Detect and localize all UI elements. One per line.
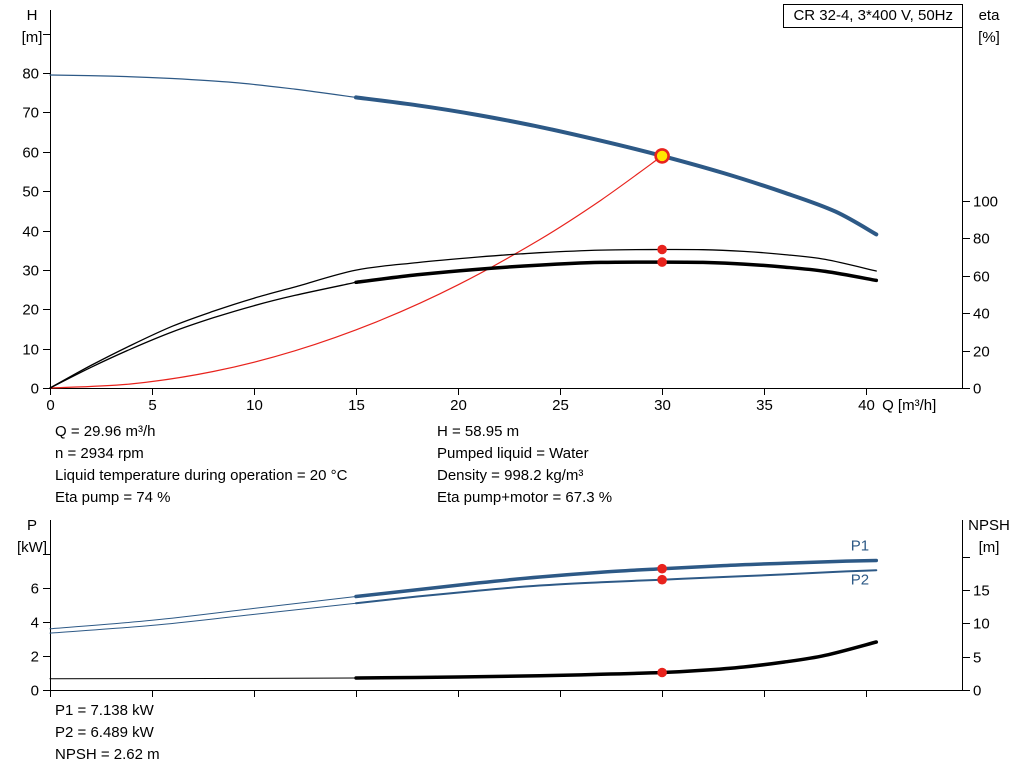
y-tick-label: 6	[31, 581, 39, 598]
info-line-npsh: NPSH = 2.62 m	[55, 746, 160, 763]
right-axis-label: NPSH	[968, 517, 1010, 534]
power-npsh-chart-axes	[50, 520, 963, 691]
x-tick-label: 5	[148, 397, 156, 414]
p2-curve-label: P2	[851, 572, 869, 589]
x-tick-label: 10	[246, 397, 263, 414]
info-line-p1: P1 = 7.138 kW	[55, 702, 154, 719]
info-line-p2: P2 = 6.489 kW	[55, 724, 154, 741]
power-npsh-chart: 0 2 4 6 P [kW] 0 5 10 15 NPSH [m] P1 P2	[17, 517, 1010, 700]
p2-point	[657, 574, 667, 585]
y-tick-label: 50	[22, 184, 39, 201]
y-tick-label: 2	[31, 649, 39, 666]
power-npsh-info: P1 = 7.138 kW P2 = 6.489 kW NPSH = 2.62 …	[55, 700, 160, 766]
info-line-eta-pump-motor: Eta pump+motor = 67.3 %	[437, 489, 613, 506]
p2-curve	[355, 569, 878, 605]
npsh-curve-low-flow	[49, 677, 357, 680]
x-tick-label: 15	[348, 397, 365, 414]
power-npsh-chart-x-ticks	[50, 690, 867, 697]
info-line-head: H = 58.95 m	[437, 423, 520, 440]
y-tick-label: 60	[22, 145, 39, 162]
y-tick-label: 40	[22, 224, 39, 241]
y-tick-label: 100	[973, 194, 998, 211]
right-axis-unit-label: [%]	[978, 29, 1000, 46]
y-tick-label: 0	[31, 683, 39, 700]
left-axis-label: H	[27, 7, 38, 24]
left-axis-unit-label: [m]	[22, 29, 43, 46]
qh-eta-chart-right-ticks: 0 20 40 60 80 100	[963, 194, 998, 398]
y-tick-label: 10	[973, 616, 990, 633]
p1-curve-label: P1	[851, 538, 869, 555]
p1-curve-low-flow	[49, 596, 357, 630]
eta-pump-motor-curve	[354, 260, 879, 285]
npsh-point	[657, 667, 667, 678]
p2-curve-low-flow	[49, 602, 357, 634]
p1-curve	[354, 558, 879, 599]
eta-pump-motor-curve-low-flow	[49, 281, 357, 389]
y-tick-label: 70	[22, 105, 39, 122]
y-tick-label: 30	[22, 263, 39, 280]
x-tick-label: 20	[450, 397, 467, 414]
y-tick-label: 20	[973, 344, 990, 361]
y-tick-label: 40	[973, 306, 990, 323]
x-tick-label: 40	[858, 397, 875, 414]
info-line-liquid: Pumped liquid = Water	[437, 445, 589, 462]
qh-eta-chart: 0 5 10 15 20 25 30 35 40 Q [m³/h] 0 10 20 30 40 50 60 70 8…	[22, 7, 1001, 414]
y-tick-label: 80	[973, 231, 990, 248]
operating-point-info-left: Q = 29.96 m³/h n = 2934 rpm Liquid tempe…	[55, 421, 347, 509]
left-axis-unit-label: [kW]	[17, 539, 47, 556]
x-tick-label: 35	[756, 397, 773, 414]
info-line-temperature: Liquid temperature during operation = 20…	[55, 467, 348, 484]
info-line-speed: n = 2934 rpm	[55, 445, 144, 462]
info-line-eta-pump: Eta pump = 74 %	[55, 489, 171, 506]
x-axis-label: Q [m³/h]	[882, 397, 936, 414]
qh-eta-chart-x-ticks: 0 5 10 15 20 25 30 35 40	[46, 388, 875, 414]
operating-point-info-right: H = 58.95 m Pumped liquid = Water Densit…	[437, 421, 612, 509]
left-axis-label: P	[27, 517, 37, 534]
pump-model-box: CR 32-4, 3*400 V, 50Hz	[783, 4, 963, 28]
power-npsh-chart-right-ticks: 0 5 10 15	[963, 557, 990, 700]
power-npsh-chart-left-ticks: 0 2 4 6	[31, 554, 50, 700]
right-axis-unit-label: [m]	[979, 539, 1000, 556]
y-tick-label: 5	[973, 650, 981, 667]
duty-point	[654, 148, 670, 164]
y-tick-label: 15	[973, 583, 990, 600]
right-axis-label: eta	[979, 7, 1001, 24]
system-curve	[49, 155, 663, 389]
y-tick-label: 0	[31, 381, 39, 398]
qh-curve-main	[354, 95, 879, 237]
y-tick-label: 10	[22, 342, 39, 359]
qh-eta-chart-axes	[50, 10, 963, 389]
x-tick-label: 30	[654, 397, 671, 414]
x-tick-label: 25	[552, 397, 569, 414]
y-tick-label: 0	[973, 381, 981, 398]
npsh-curve	[354, 640, 879, 680]
y-tick-label: 4	[31, 615, 39, 632]
y-tick-label: 80	[22, 66, 39, 83]
p1-point	[657, 563, 667, 574]
y-tick-label: 0	[973, 683, 981, 700]
y-tick-label: 60	[973, 269, 990, 286]
qh-eta-chart-left-ticks: 0 10 20 30 40 50 60 70 80	[22, 34, 50, 398]
qh-curve-low-flow	[49, 74, 357, 98]
y-tick-label: 20	[22, 302, 39, 319]
info-line-flow: Q = 29.96 m³/h	[55, 423, 156, 440]
eta-pump-curve	[49, 248, 877, 389]
eta-pump-motor-point	[657, 257, 667, 267]
x-tick-label: 0	[46, 397, 54, 414]
info-line-density: Density = 998.2 kg/m³	[437, 467, 584, 484]
eta-pump-point	[657, 244, 667, 255]
